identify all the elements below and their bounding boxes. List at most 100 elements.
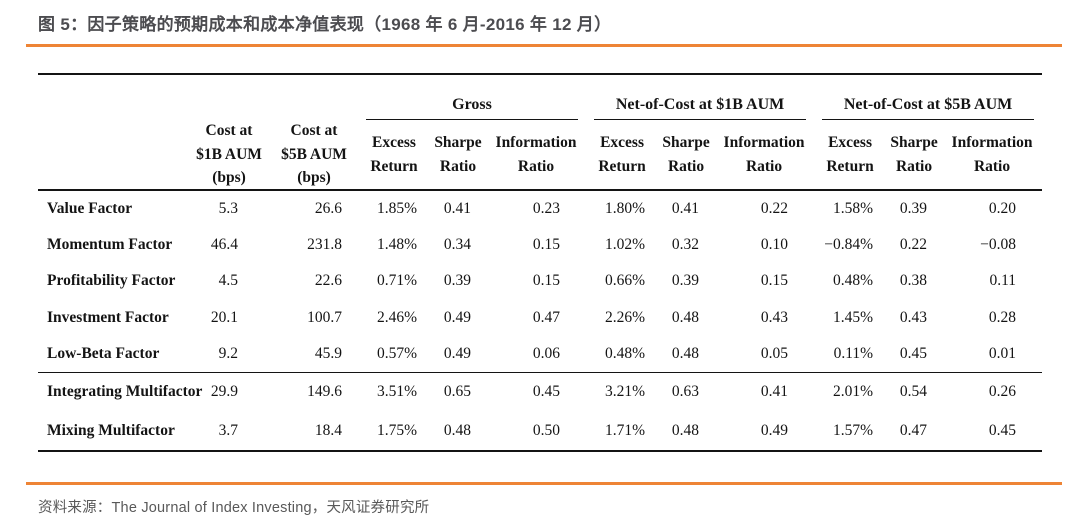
- value-cell: 0.49: [760, 421, 789, 439]
- sharpe-ratio-header: Sharpe Ratio: [658, 120, 715, 191]
- table-row: Profitability Factor 4.5 22.6 0.71% 0.39 0.15…: [38, 263, 1042, 300]
- value-cell: 2.46%: [376, 308, 417, 326]
- value-cell: 1.48%: [376, 235, 417, 253]
- value-cell: 26.6: [314, 199, 342, 217]
- header-line: Return: [598, 157, 646, 175]
- value-cell: 0.57%: [376, 345, 417, 362]
- value-cell: 0.39: [443, 272, 471, 290]
- value-cell: 0.32: [671, 235, 700, 253]
- header-line: Information: [723, 134, 805, 152]
- value-cell: 0.48: [443, 421, 471, 439]
- value-cell: 0.26: [942, 372, 1043, 412]
- value-cell: 0.15: [532, 272, 561, 290]
- header-line: Ratio: [895, 157, 933, 175]
- source-text: The Journal of Index Investing，天风证券研究所: [111, 500, 430, 516]
- factor-name-cell: Mixing Multifactor: [47, 421, 175, 439]
- footer-divider: [26, 482, 1062, 485]
- group-header-label: Net-of-Cost at $1B AUM: [594, 95, 807, 120]
- value-cell: 0.66%: [604, 272, 646, 290]
- value-cell: 1.71%: [604, 421, 646, 439]
- group-header-label: Net-of-Cost at $5B AUM: [822, 95, 1035, 120]
- value-cell: 0.45: [486, 372, 587, 412]
- value-cell: 0.49: [443, 308, 471, 326]
- value-cell: 0.41: [671, 199, 700, 217]
- value-cell: 0.41: [714, 372, 815, 412]
- value-cell: 1.02%: [604, 235, 646, 253]
- factor-name-cell: Low-Beta Factor: [47, 345, 160, 362]
- information-ratio-header: Information Ratio: [714, 120, 815, 191]
- value-cell: 0.20: [988, 199, 1017, 217]
- value-cell: 0.63: [658, 372, 715, 412]
- value-cell: 1.80%: [604, 199, 646, 217]
- factor-cost-table: Cost at $1B AUM (bps) Cost at $5B AUM (b…: [38, 73, 1043, 452]
- value-cell: 1.85%: [376, 199, 417, 217]
- header-line: Ratio: [973, 157, 1011, 175]
- factor-name-cell: Momentum Factor: [47, 235, 173, 253]
- value-cell: 0.49: [443, 345, 471, 362]
- sharpe-ratio-header: Sharpe Ratio: [886, 120, 943, 191]
- value-cell: 0.48: [671, 345, 700, 362]
- value-cell: 18.4: [314, 421, 342, 439]
- cost-5b-header: Cost at $5B AUM (bps): [270, 74, 358, 191]
- value-cell: 3.51%: [358, 372, 430, 412]
- header-line: Return: [370, 157, 418, 175]
- figure-title: 图 5：因子策略的预期成本和成本净值表现（1968 年 6 月-2016 年 1…: [38, 15, 612, 34]
- factor-name-cell: Profitability Factor: [47, 272, 176, 290]
- value-cell: 9.2: [218, 345, 238, 362]
- header-line: Excess: [600, 134, 644, 152]
- value-cell: 0.48%: [832, 272, 874, 290]
- value-cell: 0.54: [886, 372, 943, 412]
- value-cell: 5.3: [218, 199, 238, 217]
- header-line: Excess: [372, 134, 416, 152]
- header-group-row: Cost at $1B AUM (bps) Cost at $5B AUM (b…: [38, 74, 1042, 191]
- value-cell: 0.50: [532, 421, 561, 439]
- cost-1b-header: Cost at $1B AUM (bps): [188, 74, 270, 191]
- value-cell: 231.8: [307, 235, 342, 253]
- header-line: (bps): [212, 168, 246, 186]
- value-cell: 1.57%: [832, 421, 874, 439]
- information-ratio-header: Information Ratio: [942, 120, 1043, 191]
- value-cell: 0.10: [760, 235, 789, 253]
- source-label: 资料来源：: [38, 500, 112, 516]
- value-cell: 1.75%: [376, 421, 417, 439]
- value-cell: 0.71%: [376, 272, 417, 290]
- header-line: Ratio: [439, 157, 477, 175]
- value-cell: 29.9: [188, 372, 270, 412]
- group-header-gross: Gross: [358, 74, 586, 120]
- table-header: Cost at $1B AUM (bps) Cost at $5B AUM (b…: [38, 74, 1043, 191]
- excess-return-header: Excess Return: [586, 120, 659, 191]
- header-line: Return: [826, 157, 874, 175]
- factor-name-cell: Integrating Multifactor: [38, 372, 202, 412]
- value-cell: 46.4: [210, 235, 238, 253]
- group-header-net-5b: Net-of-Cost at $5B AUM: [814, 74, 1042, 120]
- header-line: Cost at: [290, 122, 338, 140]
- table-row: Mixing Multifactor 3.7 18.4 1.75% 0.48 0.50 1.…: [38, 412, 1042, 451]
- value-cell: 0.34: [443, 235, 471, 253]
- value-cell: 0.38: [899, 272, 928, 290]
- header-line: (bps): [297, 168, 331, 186]
- sharpe-ratio-header: Sharpe Ratio: [430, 120, 486, 191]
- value-cell: 0.47: [899, 421, 928, 439]
- source-line: 资料来源：The Journal of Index Investing，天风证券…: [38, 496, 429, 517]
- value-cell: 0.22: [899, 235, 928, 253]
- value-cell: 20.1: [210, 308, 238, 326]
- value-cell: 0.15: [760, 272, 789, 290]
- table-row: Investment Factor 20.1 100.7 2.46% 0.49 0.47 2…: [38, 300, 1042, 337]
- header-line: Sharpe: [434, 134, 482, 152]
- group-header-label: Gross: [366, 95, 579, 120]
- value-cell: 0.06: [532, 345, 561, 362]
- value-cell: 0.41: [443, 199, 471, 217]
- value-cell: 0.05: [760, 345, 789, 362]
- header-line: Sharpe: [662, 134, 710, 152]
- value-cell: 2.26%: [604, 308, 646, 326]
- value-cell: −0.08: [980, 235, 1017, 253]
- value-cell: 3.7: [218, 421, 238, 439]
- excess-return-header: Excess Return: [814, 120, 887, 191]
- value-cell: 0.48: [671, 421, 700, 439]
- header-line: Excess: [828, 134, 872, 152]
- table-row: Low-Beta Factor 9.2 45.9 0.57% 0.49 0.06 0.48%…: [38, 336, 1042, 373]
- header-line: Information: [951, 134, 1033, 152]
- value-cell: 0.23: [532, 199, 561, 217]
- header-line: Ratio: [517, 157, 555, 175]
